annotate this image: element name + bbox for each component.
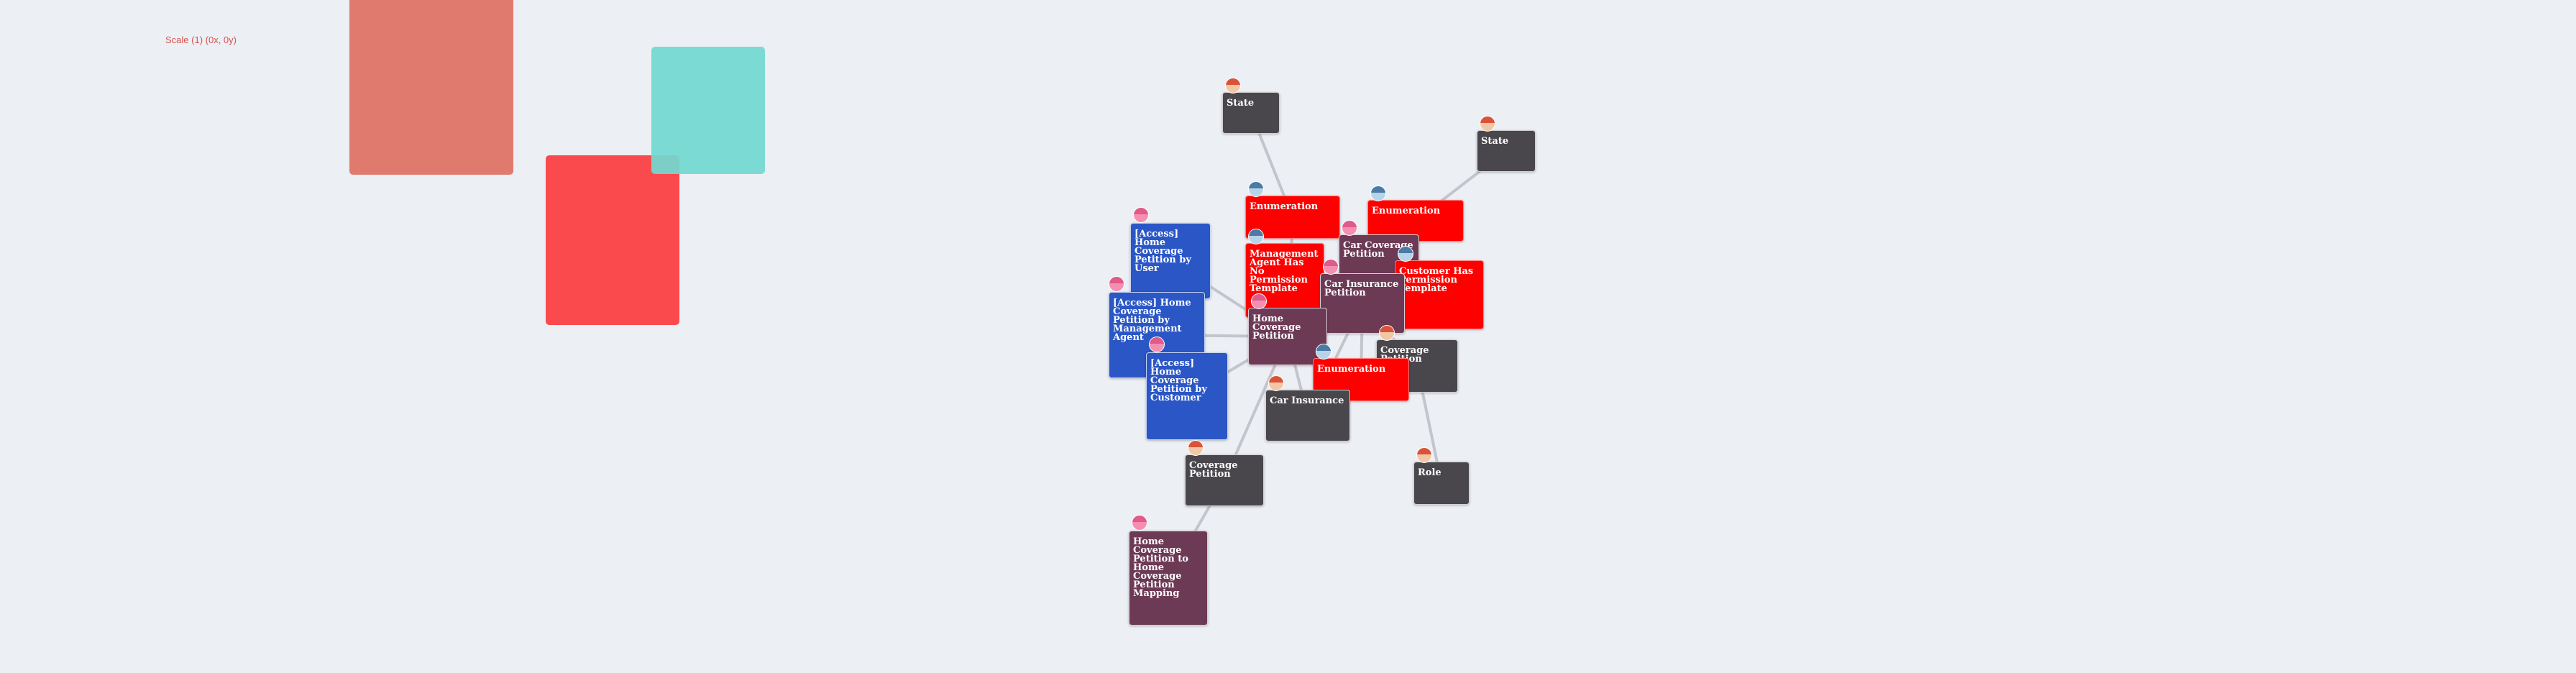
node-enumeration-3[interactable]: Enumeration: [1313, 358, 1409, 401]
node-access-customer[interactable]: [Access] Home Coverage Petition by Custo…: [1146, 352, 1228, 440]
node-label: Car Coverage Petition: [1343, 240, 1413, 260]
node-state-2[interactable]: State: [1477, 130, 1536, 172]
node-label: [Access] Home Coverage Petition by Manag…: [1113, 298, 1191, 343]
node-coverage-petition-2[interactable]: Coverage Petition: [1185, 454, 1264, 506]
avatar-icon: [1480, 116, 1495, 132]
avatar-icon: [1316, 344, 1331, 360]
avatar-icon: [1268, 375, 1284, 391]
node-label: Enumeration: [1372, 206, 1441, 216]
node-car-insurance-petition[interactable]: Car Insurance Petition: [1320, 273, 1405, 334]
red-rectangle[interactable]: [546, 155, 679, 325]
node-home-coverage-petition[interactable]: Home Coverage Petition: [1248, 308, 1327, 365]
avatar-icon: [1323, 259, 1339, 275]
avatar-icon: [1109, 276, 1124, 292]
node-state-1[interactable]: State: [1222, 92, 1280, 134]
node-label: Home Coverage Petition to Home Coverage …: [1133, 536, 1188, 599]
node-label: Enumeration: [1250, 201, 1319, 212]
node-label: Enumeration: [1317, 364, 1386, 375]
node-customer-template[interactable]: Customer Has Permission Template: [1395, 260, 1484, 329]
node-label: Home Coverage Petition: [1252, 313, 1301, 342]
scale-label: Scale (1) (0x, 0y): [165, 35, 237, 45]
avatar-icon: [1149, 336, 1165, 352]
avatar-icon: [1225, 78, 1241, 93]
node-mapping[interactable]: Home Coverage Petition to Home Coverage …: [1129, 531, 1208, 626]
avatar-icon: [1132, 515, 1147, 531]
avatar-icon: [1416, 447, 1432, 463]
avatar-icon: [1251, 293, 1267, 309]
avatar-icon: [1379, 325, 1395, 341]
node-label: Coverage Petition: [1189, 460, 1238, 480]
node-label: Management Agent Has No Permission Templ…: [1250, 249, 1319, 294]
node-label: Customer Has Permission Template: [1399, 266, 1474, 294]
node-car-insurance[interactable]: Car Insurance: [1265, 390, 1350, 441]
node-label: State: [1481, 136, 1509, 147]
node-label: [Access] Home Coverage Petition by Custo…: [1150, 358, 1207, 403]
teal-rectangle[interactable]: [651, 47, 765, 174]
node-label: Car Insurance Petition: [1324, 279, 1399, 298]
avatar-icon: [1248, 229, 1264, 244]
node-label: State: [1227, 98, 1255, 109]
node-role[interactable]: Role: [1413, 462, 1470, 505]
avatar-icon: [1188, 440, 1204, 456]
salmon-rectangle[interactable]: [349, 0, 513, 175]
avatar-icon: [1133, 207, 1149, 223]
node-label: Car Insurance: [1270, 395, 1344, 406]
avatar-icon: [1248, 181, 1264, 197]
avatar-icon: [1342, 220, 1357, 236]
node-access-user[interactable]: [Access] Home Coverage Petition by User: [1130, 223, 1211, 299]
avatar-icon: [1398, 246, 1413, 262]
avatar-icon: [1370, 186, 1386, 201]
node-access-mgmt[interactable]: [Access] Home Coverage Petition by Manag…: [1109, 292, 1205, 378]
node-label: [Access] Home Coverage Petition by User: [1135, 229, 1191, 274]
node-label: Role: [1418, 467, 1441, 478]
